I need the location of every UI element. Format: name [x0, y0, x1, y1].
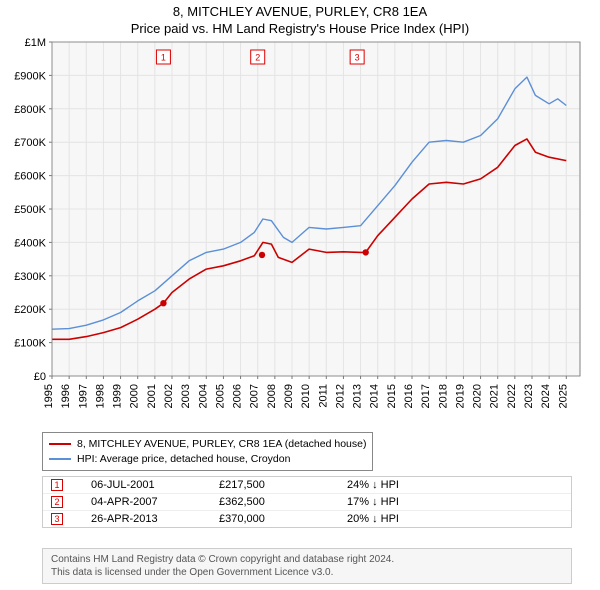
table-row: 1 06-JUL-2001 £217,500 24% ↓ HPI: [43, 477, 571, 493]
svg-text:£800K: £800K: [14, 104, 46, 116]
sale-diff: 20% ↓ HPI: [347, 513, 457, 525]
svg-text:2007: 2007: [249, 384, 261, 408]
svg-text:2021: 2021: [489, 384, 501, 408]
svg-text:2012: 2012: [334, 384, 346, 408]
legend-label: 8, MITCHLEY AVENUE, PURLEY, CR8 1EA (det…: [77, 437, 366, 452]
svg-text:1998: 1998: [94, 384, 106, 408]
svg-text:2000: 2000: [129, 384, 141, 408]
footer-line: This data is licensed under the Open Gov…: [51, 566, 563, 579]
svg-text:1996: 1996: [60, 384, 72, 408]
chart-svg: £0 £100K £200K £300K £400K £500K £600K £700K £80…: [0, 38, 600, 424]
legend-item: 8, MITCHLEY AVENUE, PURLEY, CR8 1EA (det…: [49, 437, 366, 452]
svg-text:2006: 2006: [232, 384, 244, 408]
svg-text:2016: 2016: [403, 384, 415, 408]
svg-text:2005: 2005: [214, 384, 226, 408]
svg-text:2018: 2018: [437, 384, 449, 408]
sale-date: 06-JUL-2001: [91, 479, 219, 491]
sales-table: 1 06-JUL-2001 £217,500 24% ↓ HPI 2 04-AP…: [42, 476, 572, 528]
legend-swatch: [49, 458, 71, 460]
svg-text:2011: 2011: [317, 384, 329, 408]
legend: 8, MITCHLEY AVENUE, PURLEY, CR8 1EA (det…: [42, 432, 373, 471]
svg-text:£400K: £400K: [14, 237, 46, 249]
svg-text:2004: 2004: [197, 384, 209, 408]
svg-text:£100K: £100K: [14, 338, 46, 350]
sale-date: 26-APR-2013: [91, 513, 219, 525]
svg-text:£900K: £900K: [14, 70, 46, 82]
svg-text:2024: 2024: [540, 384, 552, 408]
table-row: 3 26-APR-2013 £370,000 20% ↓ HPI: [43, 510, 571, 527]
sale-price: £362,500: [219, 496, 347, 508]
svg-text:2019: 2019: [454, 384, 466, 408]
legend-swatch: [49, 443, 71, 445]
legend-label: HPI: Average price, detached house, Croy…: [77, 452, 290, 467]
svg-text:£300K: £300K: [14, 271, 46, 283]
svg-text:1999: 1999: [112, 384, 124, 408]
svg-text:2013: 2013: [352, 384, 364, 408]
sale-diff: 17% ↓ HPI: [347, 496, 457, 508]
svg-text:2001: 2001: [146, 384, 158, 408]
svg-text:£700K: £700K: [14, 137, 46, 149]
svg-text:£0: £0: [34, 371, 46, 383]
svg-text:1997: 1997: [77, 384, 89, 408]
chart: £0 £100K £200K £300K £400K £500K £600K £700K £80…: [0, 38, 600, 424]
svg-text:2002: 2002: [163, 384, 175, 408]
legend-item: HPI: Average price, detached house, Croy…: [49, 452, 366, 467]
sale-price: £370,000: [219, 513, 347, 525]
footer-line: Contains HM Land Registry data © Crown c…: [51, 553, 563, 566]
svg-text:1: 1: [161, 53, 166, 63]
title-subtitle: Price paid vs. HM Land Registry's House …: [0, 21, 600, 36]
svg-text:3: 3: [355, 53, 360, 63]
footer-licence: Contains HM Land Registry data © Crown c…: [42, 548, 572, 584]
svg-text:2009: 2009: [283, 384, 295, 408]
title-address: 8, MITCHLEY AVENUE, PURLEY, CR8 1EA: [0, 4, 600, 19]
svg-text:2023: 2023: [523, 384, 535, 408]
sale-diff: 24% ↓ HPI: [347, 479, 457, 491]
sale-date: 04-APR-2007: [91, 496, 219, 508]
svg-text:2010: 2010: [300, 384, 312, 408]
sale-marker-num: 1: [51, 479, 63, 491]
svg-text:£500K: £500K: [14, 204, 46, 216]
svg-text:2008: 2008: [266, 384, 278, 408]
svg-text:1995: 1995: [43, 384, 55, 408]
svg-text:£200K: £200K: [14, 304, 46, 316]
svg-text:2020: 2020: [472, 384, 484, 408]
svg-text:2022: 2022: [506, 384, 518, 408]
svg-text:2014: 2014: [369, 384, 381, 408]
svg-text:£1M: £1M: [25, 38, 46, 49]
svg-text:2025: 2025: [557, 384, 569, 408]
figure-container: 8, MITCHLEY AVENUE, PURLEY, CR8 1EA Pric…: [0, 0, 600, 590]
svg-text:2: 2: [255, 53, 260, 63]
svg-text:2003: 2003: [180, 384, 192, 408]
svg-text:2017: 2017: [420, 384, 432, 408]
sale-marker-num: 3: [51, 513, 63, 525]
sale-price: £217,500: [219, 479, 347, 491]
table-row: 2 04-APR-2007 £362,500 17% ↓ HPI: [43, 493, 571, 510]
titles: 8, MITCHLEY AVENUE, PURLEY, CR8 1EA Pric…: [0, 0, 600, 36]
sale-marker-num: 2: [51, 496, 63, 508]
svg-text:£600K: £600K: [14, 171, 46, 183]
svg-text:2015: 2015: [386, 384, 398, 408]
